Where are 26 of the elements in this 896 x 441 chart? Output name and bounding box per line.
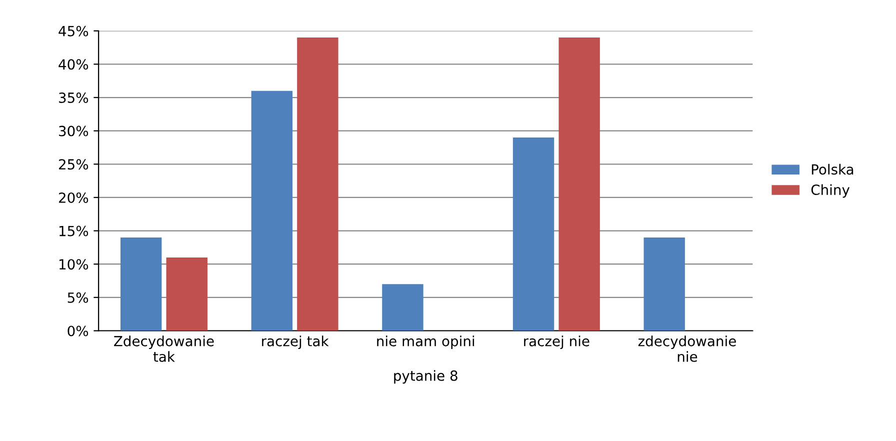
x-tick-label: raczej tak bbox=[262, 336, 329, 350]
y-tick-label: 20% bbox=[58, 192, 88, 203]
x-tick-label: zdecydowanie nie bbox=[638, 336, 736, 362]
bar bbox=[512, 137, 554, 331]
x-tick-label: raczej nie bbox=[524, 336, 590, 350]
bar bbox=[382, 284, 424, 331]
y-tick-label: 45% bbox=[58, 26, 88, 36]
bar bbox=[297, 38, 338, 331]
y-tick-label: 0% bbox=[68, 326, 88, 336]
y-tick-label: 30% bbox=[59, 126, 88, 136]
bar bbox=[644, 237, 685, 331]
y-tick-label: 5% bbox=[68, 292, 88, 303]
x-tick-label: nie mam opini bbox=[377, 336, 474, 350]
y-tick-label: 40% bbox=[58, 59, 88, 70]
bar bbox=[166, 257, 208, 331]
legend-label: Polska bbox=[812, 164, 854, 175]
y-tick-label: 10% bbox=[59, 259, 88, 270]
x-axis-title: pytanie 8 bbox=[394, 370, 458, 384]
y-tick-label: 35% bbox=[59, 92, 88, 103]
bar bbox=[120, 237, 162, 331]
bar bbox=[251, 90, 292, 331]
y-tick-label: 15% bbox=[59, 226, 88, 236]
bar bbox=[558, 38, 600, 331]
x-tick-label: Zdecydowanie tak bbox=[114, 336, 214, 362]
y-tick-label: 25% bbox=[58, 159, 88, 170]
legend-label: Chiny bbox=[811, 184, 850, 198]
